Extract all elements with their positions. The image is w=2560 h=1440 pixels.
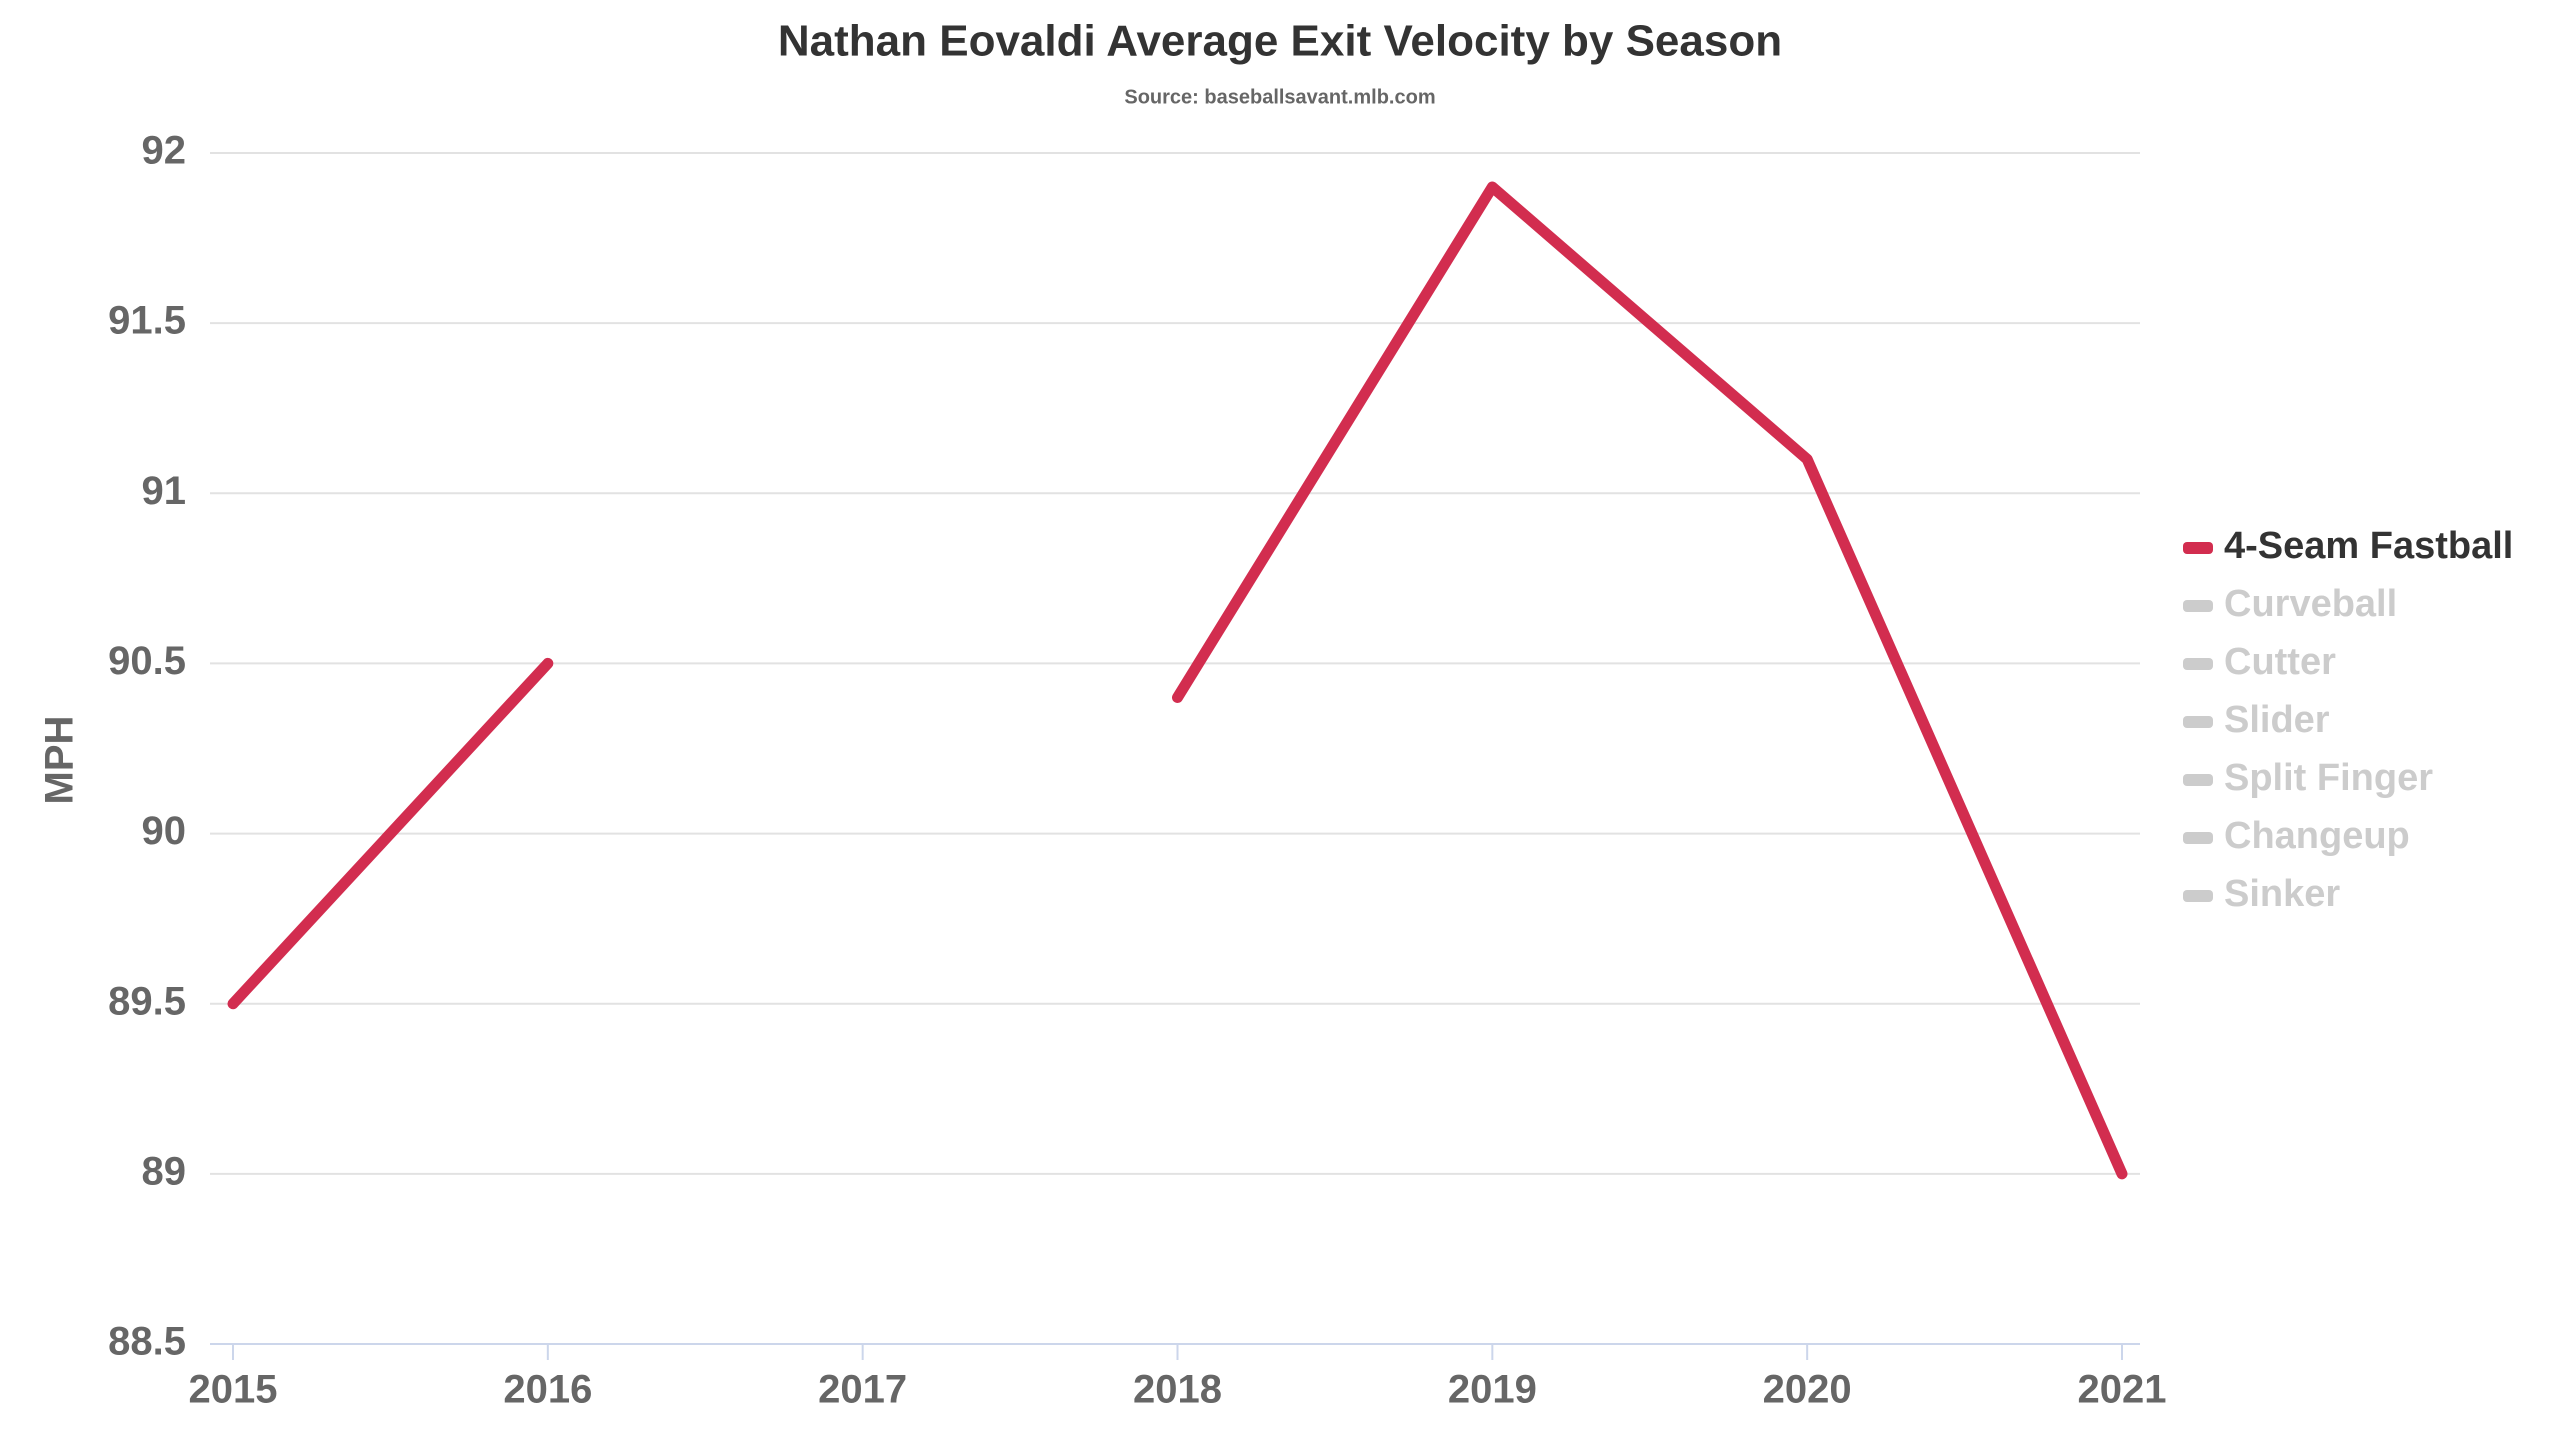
x-tick-label: 2015 — [189, 1368, 278, 1412]
x-tick-label: 2018 — [1133, 1368, 1222, 1412]
x-tick-label: 2019 — [1448, 1368, 1537, 1412]
y-tick-label: 89 — [142, 1149, 187, 1193]
legend-swatch — [2183, 832, 2213, 844]
legend-swatch — [2183, 542, 2213, 554]
legend-label: Slider — [2224, 699, 2330, 741]
x-tick-label: 2021 — [2078, 1368, 2167, 1412]
y-tick-label: 89.5 — [108, 979, 186, 1023]
y-tick-label: 91 — [142, 469, 187, 513]
legend-swatch — [2183, 890, 2213, 902]
y-tick-label: 92 — [142, 129, 187, 173]
y-tick-label: 90.5 — [108, 639, 186, 683]
legend-label: Curveball — [2224, 583, 2397, 625]
legend-label: Cutter — [2224, 641, 2336, 683]
x-tick-label: 2016 — [503, 1368, 592, 1412]
x-tick-label: 2020 — [1763, 1368, 1852, 1412]
y-tick-label: 90 — [142, 809, 187, 853]
legend-swatch — [2183, 600, 2213, 612]
legend-label: Sinker — [2224, 873, 2340, 915]
legend-label: Changeup — [2224, 815, 2410, 857]
y-tick-label: 91.5 — [108, 299, 186, 343]
legend-swatch — [2183, 774, 2213, 786]
legend-label: 4-Seam Fastball — [2224, 525, 2513, 567]
legend-swatch — [2183, 716, 2213, 728]
legend-label: Split Finger — [2224, 757, 2433, 799]
x-tick-label: 2017 — [818, 1368, 907, 1412]
series-line — [227, 181, 2128, 1180]
y-axis-label: MPH — [38, 716, 82, 805]
y-tick-label: 88.5 — [108, 1320, 186, 1364]
chart-title: Nathan Eovaldi Average Exit Velocity by … — [778, 17, 1782, 66]
chart-subtitle: Source: baseballsavant.mlb.com — [1124, 86, 1435, 108]
legend-swatch — [2183, 658, 2213, 670]
